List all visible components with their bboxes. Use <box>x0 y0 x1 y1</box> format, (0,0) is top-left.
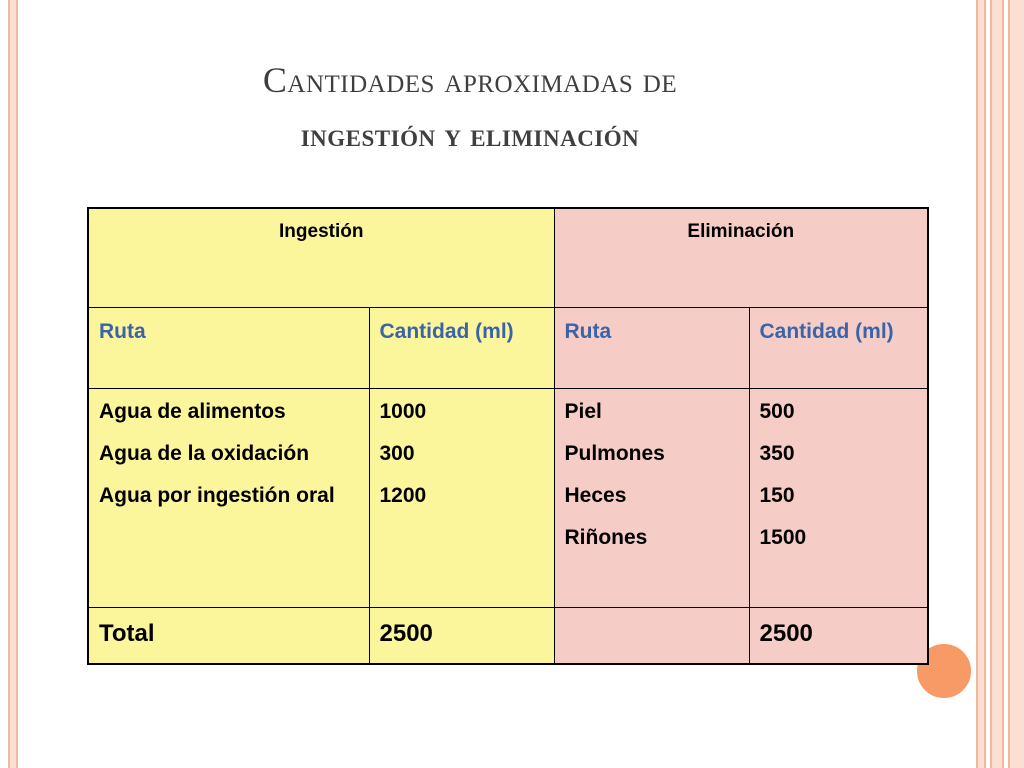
column-header-row: Ruta Cantidad (ml) Ruta Cantidad (ml) <box>87 306 929 389</box>
water-balance-table: Ingestión Eliminación Ruta Cantidad (ml)… <box>87 207 929 665</box>
eliminacion-routes-cell: Piel Pulmones Heces Riñones <box>553 387 750 608</box>
list-item: 1200 <box>379 483 427 507</box>
list-item: Agua de la oxidación <box>99 441 310 465</box>
list-item: 1500 <box>759 525 807 549</box>
left-decor-stripe <box>8 0 18 768</box>
col-cantidad-eliminacion: Cantidad (ml) <box>748 306 929 389</box>
list-item: 350 <box>759 441 795 465</box>
list-item: Riñones <box>564 525 648 549</box>
col-ruta-eliminacion: Ruta <box>553 306 750 389</box>
table-row: Agua de alimentos Agua de la oxidación A… <box>87 387 929 608</box>
col-cantidad-ingestion: Cantidad (ml) <box>368 306 555 389</box>
header-ingestion: Ingestión <box>87 207 555 308</box>
list-item: 150 <box>759 483 795 507</box>
list-item: Agua por ingestión oral <box>99 483 335 507</box>
list-item: Pulmones <box>564 441 665 465</box>
right-decor-stripe-1 <box>976 0 986 768</box>
slide-title: Cantidades aproximadas de ingestión y el… <box>110 52 830 164</box>
ingestion-amounts-cell: 1000 300 1200 <box>368 387 555 608</box>
right-decor-stripe-2 <box>990 0 1004 768</box>
list-item: Piel <box>564 399 602 423</box>
table-header-row: Ingestión Eliminación <box>87 207 929 308</box>
total-eliminacion: 2500 <box>748 606 929 665</box>
list-item: Heces <box>564 483 627 507</box>
list-item: 1000 <box>379 399 427 423</box>
total-row: Total 2500 2500 <box>87 606 929 665</box>
header-eliminacion: Eliminación <box>553 207 929 308</box>
ingestion-routes-cell: Agua de alimentos Agua de la oxidación A… <box>87 387 370 608</box>
eliminacion-amounts-cell: 500 350 150 1500 <box>748 387 929 608</box>
list-item: Agua de alimentos <box>99 399 286 423</box>
total-ingestion: 2500 <box>368 606 555 665</box>
title-line-2: ingestión y eliminación <box>300 118 640 154</box>
total-empty-cell <box>553 606 750 665</box>
total-label: Total <box>87 606 370 665</box>
right-decor-stripe-3 <box>1008 0 1024 768</box>
list-item: 500 <box>759 399 795 423</box>
list-item: 300 <box>379 441 415 465</box>
col-ruta-ingestion: Ruta <box>87 306 370 389</box>
title-line-1: Cantidades aproximadas de <box>262 60 678 100</box>
